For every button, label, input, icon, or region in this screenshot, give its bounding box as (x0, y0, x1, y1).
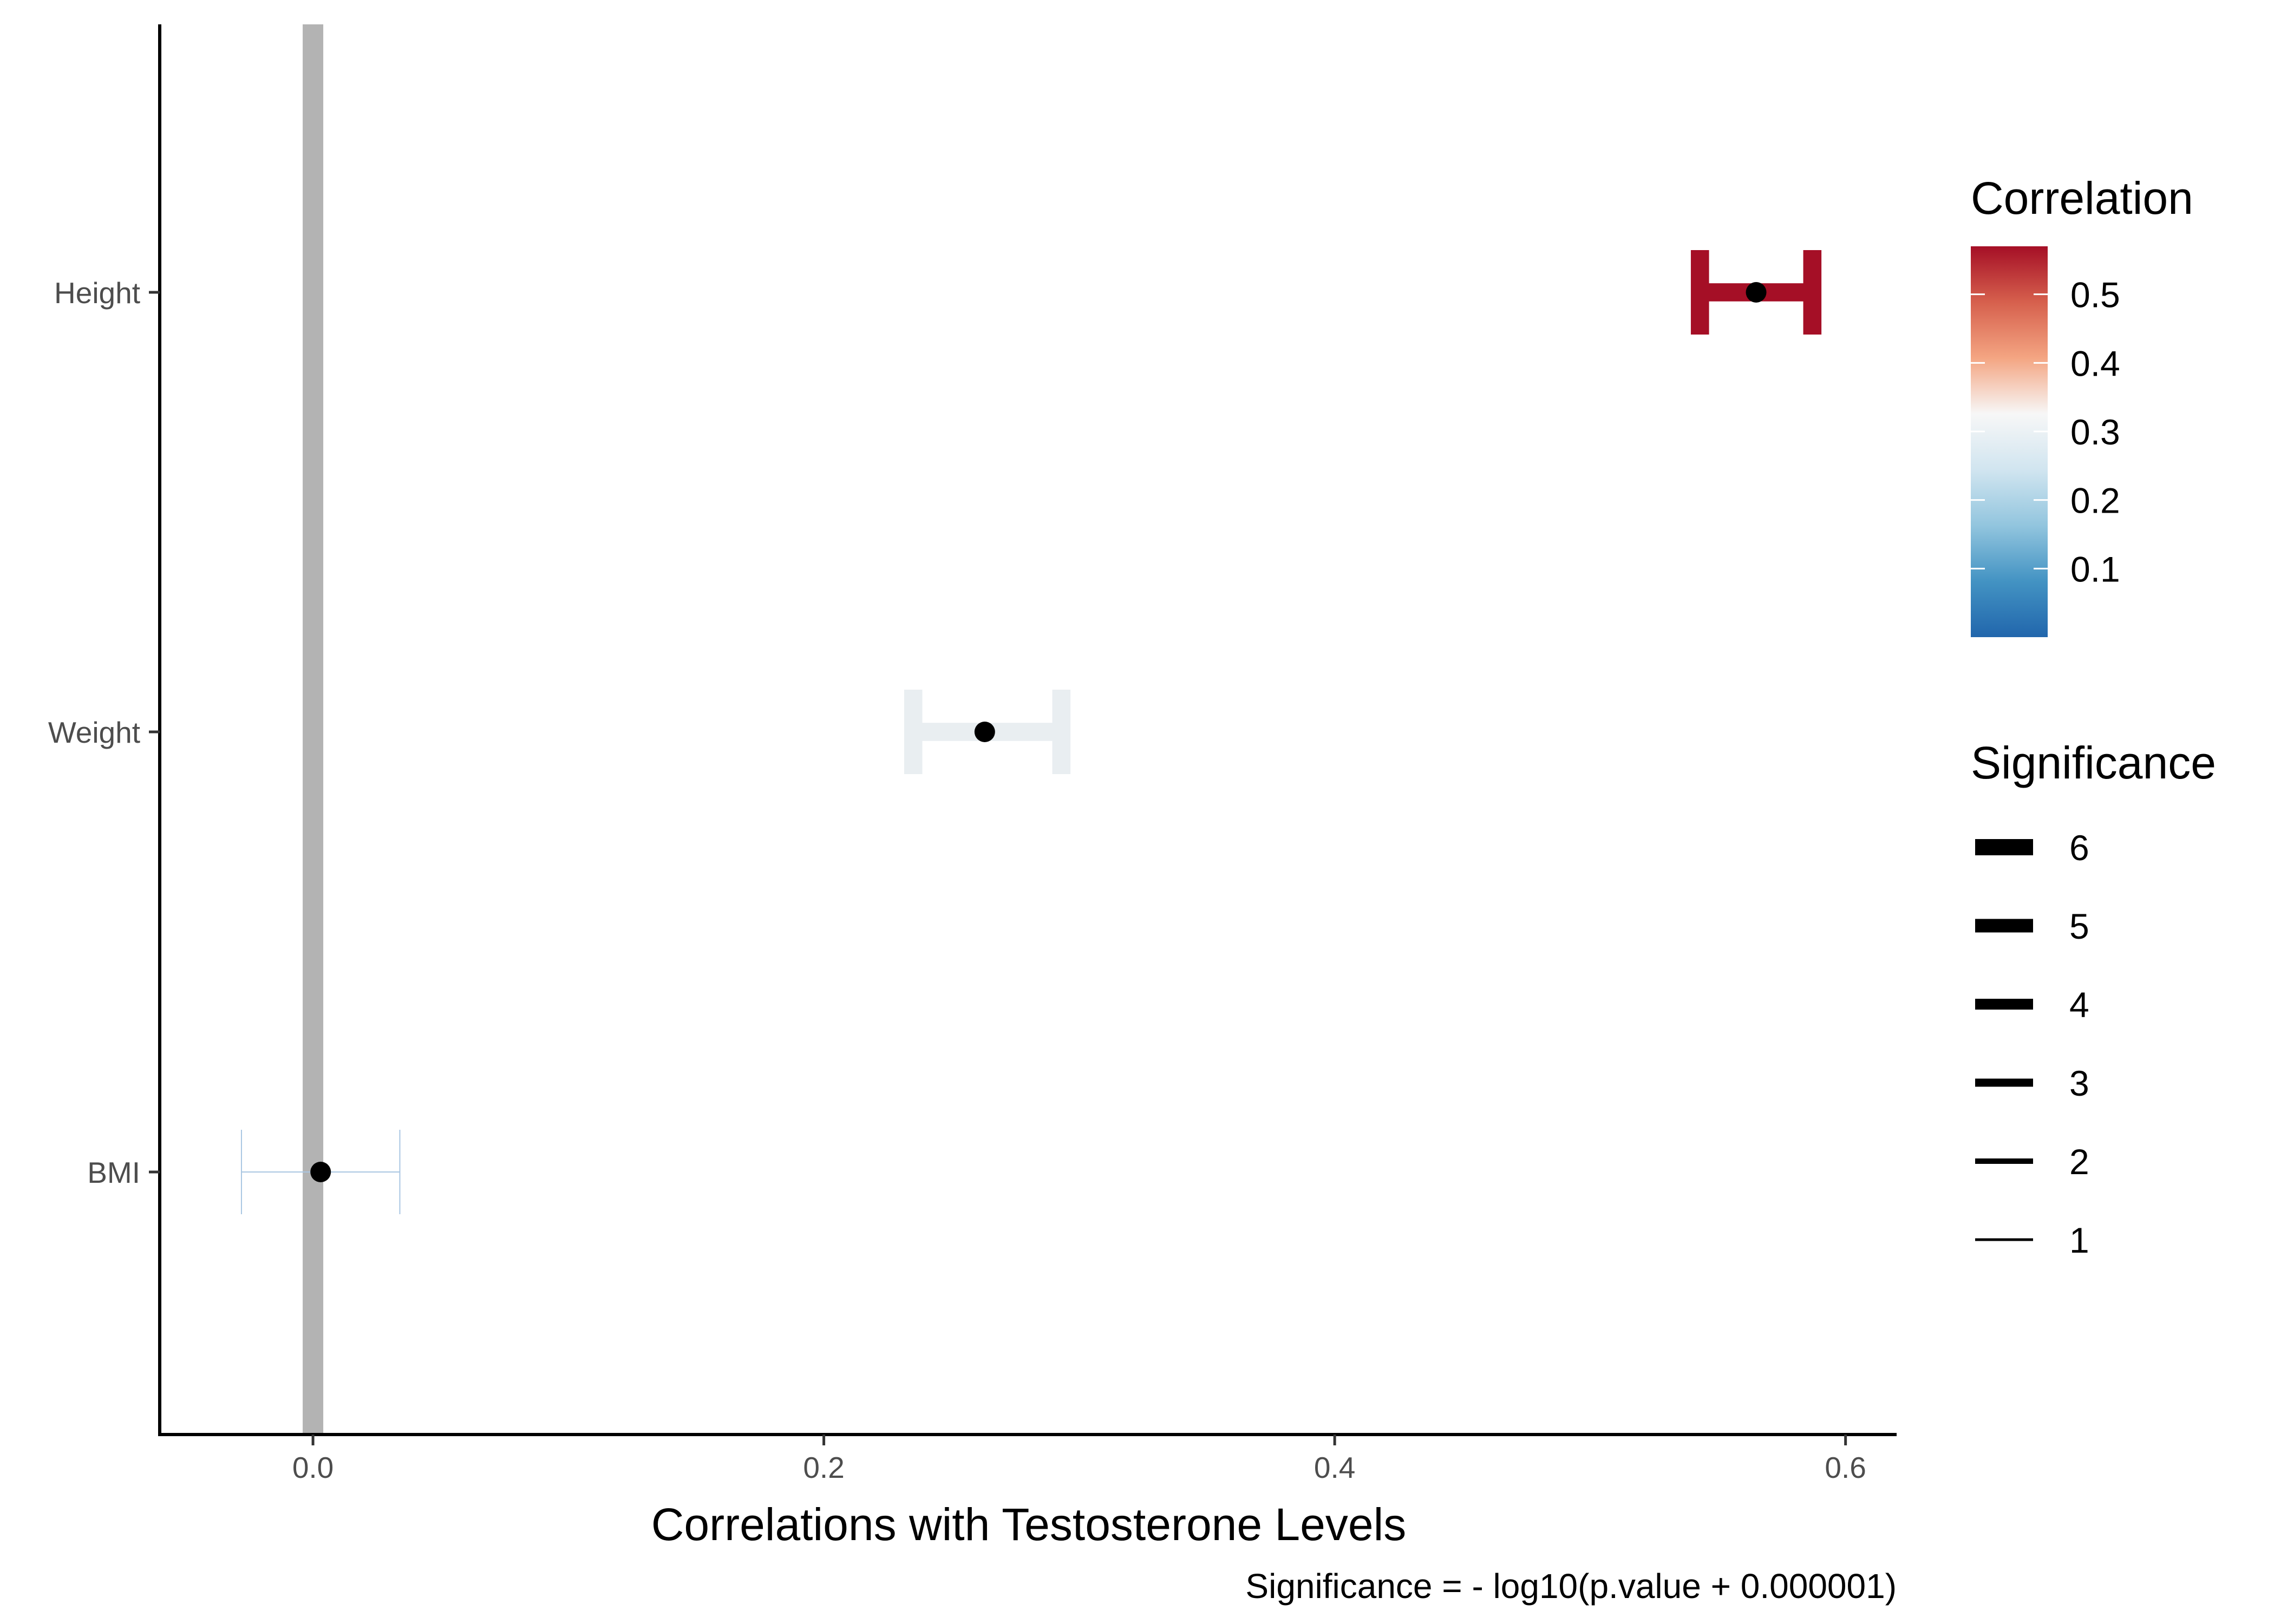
colorbar-tick-label: 0.1 (2070, 549, 2120, 589)
y-tick-label-height: Height (54, 276, 140, 310)
x-tick-label: 0.4 (1314, 1451, 1355, 1484)
x-tick-label: 0.0 (292, 1451, 334, 1484)
caption: Significance = - log10(p.value + 0.00000… (1245, 1567, 1897, 1606)
errorbar-weight (904, 690, 1071, 774)
point-bmi (310, 1162, 331, 1182)
legend-label-significance: 4 (2069, 985, 2089, 1025)
legend-title-correlation: Correlation (1971, 173, 2193, 224)
legend-label-significance: 5 (2069, 906, 2089, 946)
plot-area (240, 24, 1822, 1435)
legend-label-significance: 6 (2069, 828, 2089, 868)
colorbar-tick-label: 0.4 (2070, 343, 2120, 383)
x-axis-title: Correlations with Testosterone Levels (651, 1499, 1407, 1550)
point-height (1746, 282, 1767, 303)
y-tick-label-weight: Weight (48, 716, 140, 749)
point-weight (974, 722, 995, 742)
x-tick-label: 0.6 (1825, 1451, 1866, 1484)
legend-label-significance: 1 (2069, 1220, 2089, 1260)
axes: 0.0 0.2 0.4 0.6 Height Weight BMI (48, 24, 1897, 1484)
errorbar-height (1690, 250, 1822, 335)
legend-label-significance: 2 (2069, 1142, 2089, 1182)
reference-line (303, 24, 324, 1435)
colorbar-tick-label: 0.5 (2070, 275, 2120, 315)
legend-title-significance: Significance (1971, 737, 2216, 788)
legend: Correlation 0.5 0.4 0.3 0.2 0.1 Significance 6 5… (1971, 173, 2216, 1260)
colorbar (1971, 246, 2048, 637)
x-tick-label: 0.2 (803, 1451, 844, 1484)
errorbar-bmi (240, 1130, 401, 1214)
colorbar-tick-label: 0.2 (2070, 481, 2120, 521)
legend-label-significance: 3 (2069, 1063, 2089, 1103)
y-tick-label-bmi: BMI (87, 1156, 140, 1189)
colorbar-tick-label: 0.3 (2070, 412, 2120, 452)
